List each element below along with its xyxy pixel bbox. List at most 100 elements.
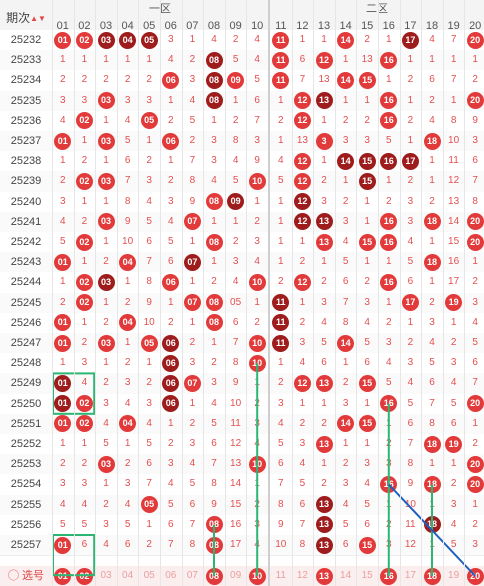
miss-count: 1 [450,458,457,470]
period-cell: 25243 [10,256,42,269]
miss-count: 1 [60,276,66,288]
table-row[interactable] [0,454,484,475]
pick-ball[interactable]: 11 [275,570,286,581]
pick-ball-selected[interactable]: 02 [75,567,93,585]
miss-count: 2 [407,74,414,86]
drawn-ball: 16 [380,395,398,413]
grid-vline [116,0,118,586]
drawn-ball: 15 [358,173,376,190]
pick-ball[interactable]: 06 [165,570,177,581]
grid-vline [334,0,336,586]
column-header-07: 07 [186,20,199,32]
miss-count: 3 [189,438,196,449]
miss-count: 3 [254,236,260,247]
pick-ball-selected[interactable]: 10 [248,567,266,585]
drawn-ball: 20 [466,31,484,49]
miss-count: 1 [211,337,217,348]
pick-ball-selected[interactable]: 08 [205,567,223,585]
drawn-ball: 12 [293,274,311,291]
miss-count: 2 [103,316,109,328]
pick-ball[interactable]: 03 [100,570,112,581]
table-row[interactable] [0,50,484,71]
pick-ball[interactable]: 04 [122,570,134,581]
miss-count: 2 [472,518,478,530]
sort-icon[interactable]: ▲▼ [30,13,46,23]
miss-count: 6 [429,377,435,389]
miss-count: 2 [254,215,260,227]
table-row[interactable] [0,292,484,313]
drawn-ball: 15 [358,536,376,554]
drawn-ball: 16 [380,92,398,110]
drawn-ball: 02 [75,233,93,251]
drawn-ball: 14 [337,334,355,352]
pick-ball-selected[interactable]: 13 [315,567,333,585]
miss-count: 2 [364,34,370,45]
miss-count: 4 [124,114,131,126]
drawn-ball: 10 [248,354,266,372]
miss-count: 6 [211,438,217,449]
miss-count: 6 [450,417,457,429]
drawn-ball: 15 [358,415,376,433]
miss-count: 10 [143,316,155,328]
miss-count: 8 [407,458,414,470]
drawn-ball: 01 [54,132,72,150]
drawn-ball: 02 [75,112,93,130]
drawn-ball: 12 [293,92,311,110]
grid-vline [378,0,379,586]
pick-ball[interactable]: 12 [296,570,308,581]
miss-count: 4 [254,438,260,449]
miss-count: 3 [168,458,174,470]
table-row[interactable] [0,434,484,455]
table-row[interactable] [0,393,484,414]
pick-ball-selected[interactable]: 18 [423,567,441,585]
pick-ball[interactable]: 14 [340,570,352,581]
pick-ball-selected[interactable]: 01 [54,567,72,585]
table-row[interactable] [0,90,484,111]
table-row[interactable] [0,474,484,495]
miss-count: 3 [254,417,260,429]
miss-count: 3 [254,518,260,530]
drawn-ball: 19 [445,435,463,453]
drawn-ball: 16 [380,152,398,170]
miss-count: 3 [103,518,109,530]
pick-ball[interactable]: 09 [230,570,242,581]
miss-count: 3 [364,135,370,146]
pick-ball-selected[interactable]: 16 [380,567,398,585]
miss-count: 3 [81,478,88,490]
miss-count: 4 [429,114,435,126]
miss-count: 3 [211,377,217,389]
pick-ball[interactable]: 15 [361,570,373,581]
miss-count: 1 [299,34,306,45]
drawn-ball: 18 [423,213,441,231]
miss-count: 11 [448,155,459,167]
table-row[interactable] [0,110,484,131]
miss-count: 2 [124,296,131,308]
pick-ball[interactable]: 19 [448,570,460,581]
table-row[interactable] [0,514,484,535]
drawn-ball: 03 [97,92,115,110]
pick-ball[interactable]: 05 [143,570,155,581]
table-row[interactable] [0,494,484,515]
miss-count: 3 [189,357,196,369]
pick-ball-selected[interactable]: 20 [466,567,484,585]
miss-count: 2 [407,337,414,348]
miss-count: 1 [103,357,109,369]
miss-count: 6 [124,539,131,550]
miss-count: 3 [232,256,239,268]
miss-count: 2 [429,296,435,308]
table-row[interactable] [0,272,484,293]
table-row[interactable] [0,333,484,354]
drawn-ball: 16 [380,51,398,69]
table-row[interactable] [0,211,484,232]
drawn-ball: 04 [119,314,137,332]
miss-count: 8 [342,316,349,328]
drawn-ball: 14 [337,31,355,49]
miss-count: 05 [230,296,242,308]
pick-ball[interactable]: 17 [404,570,416,581]
pick-ball[interactable]: 07 [186,570,198,581]
period-header[interactable]: 期次▲▼ [0,0,52,36]
zone2-header: 二区 [366,3,388,15]
table-row[interactable] [0,353,484,374]
table-row[interactable] [0,131,484,152]
period-cell: 25232 [10,34,42,46]
